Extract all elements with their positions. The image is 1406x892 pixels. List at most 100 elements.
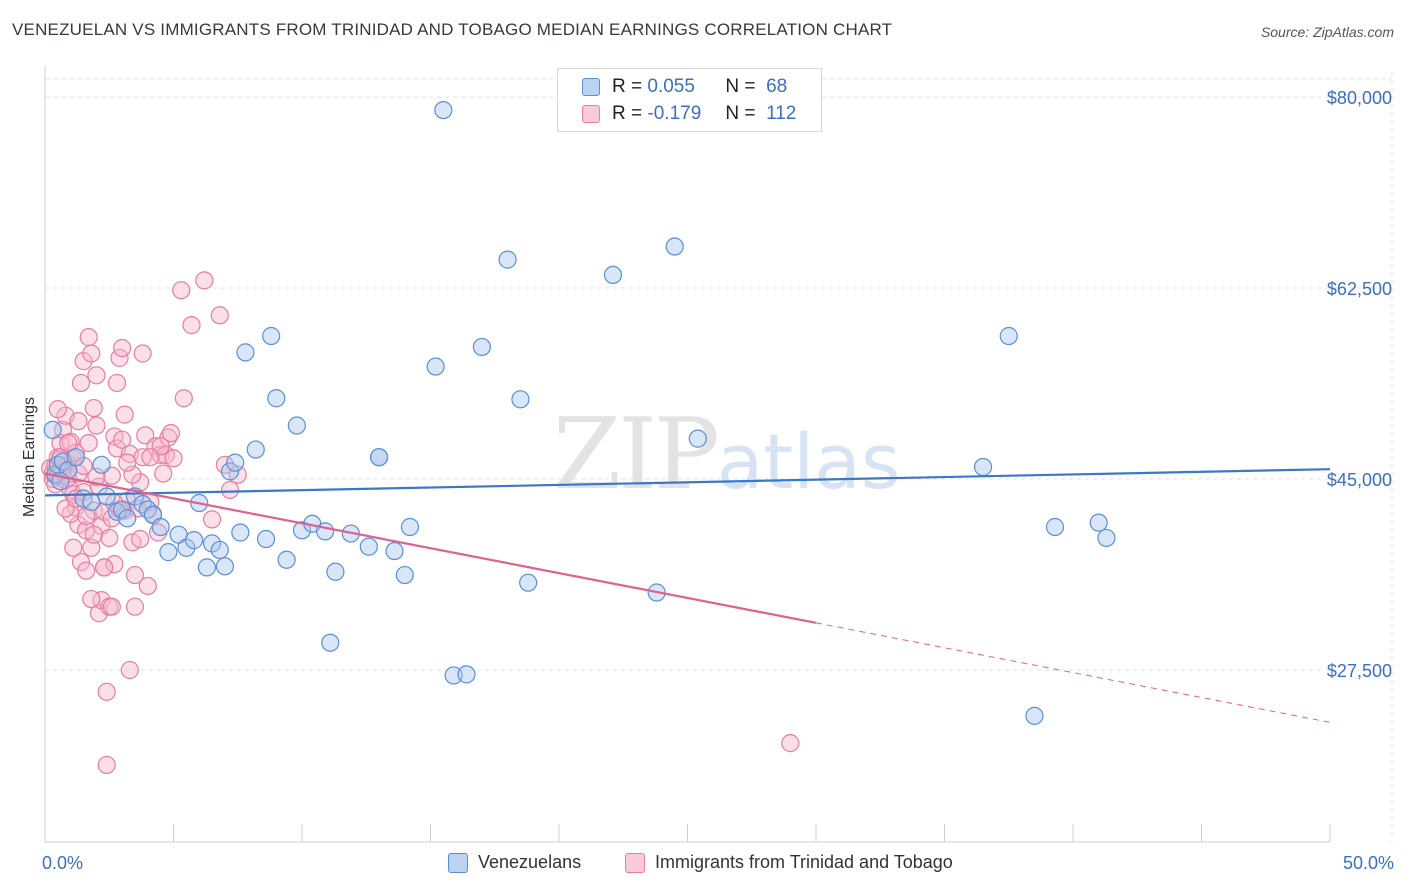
venezuelan-point [444, 666, 463, 685]
venezuelan-point [498, 250, 517, 269]
venezuelan-point [665, 237, 684, 256]
trinidad-point [79, 433, 98, 453]
trinidad-point [79, 328, 98, 347]
trinidad-point [107, 373, 127, 393]
bottom-legend-swatch-pink [625, 852, 645, 873]
trinidad-point [59, 433, 78, 453]
venezuelan-point [215, 557, 234, 576]
venezuelan-point [426, 357, 445, 376]
legend-n-value: 68 [766, 76, 788, 97]
trinidad-point [125, 565, 145, 585]
trinidad-point [161, 424, 181, 443]
y-tick-label: $80,000 [1327, 88, 1392, 108]
bottom-legend-venezuelans: Venezuelans [448, 852, 581, 873]
venezuelan-point [43, 420, 62, 439]
trinidad-point [84, 525, 103, 544]
venezuelan-point [688, 429, 707, 448]
watermark-zip: ZIP [553, 398, 720, 512]
venezuelan-point [1025, 706, 1044, 725]
trinidad-point [64, 538, 83, 557]
source-label: Source: ZipAtlas.com [1260, 24, 1394, 40]
venezuelan-point [197, 558, 217, 577]
points [41, 100, 1116, 775]
trend-lines [44, 468, 1331, 723]
venezuelan-point [359, 537, 378, 556]
trinidad-point [84, 398, 103, 418]
trinidad-point [118, 453, 137, 472]
venezuelan-point [92, 455, 111, 474]
legend-n-value: 112 [766, 103, 797, 124]
legend-swatch-pink [582, 105, 600, 123]
venezuelan-point [1097, 528, 1116, 548]
trinidad-point [102, 597, 121, 616]
trinidad-point [781, 734, 800, 753]
trinidad-point [87, 366, 106, 385]
legend-row-trinidad: R = -0.179 N = 112 [582, 101, 796, 127]
trinidad-point [164, 449, 183, 468]
venezuelan-point [1045, 517, 1065, 537]
venezuelan-point [151, 517, 170, 537]
trinidad-point [82, 344, 101, 363]
trinidad-point [174, 389, 193, 408]
venezuelan-point [316, 522, 335, 541]
trinidad-point [202, 510, 222, 529]
legend-r-label: R = [612, 103, 643, 124]
venezuelan-point [321, 633, 340, 652]
trinidad-point [141, 448, 160, 467]
axis-labels: $27,500 $45,000 $62,500 $80,000 0.0% 50.0% Med… [21, 88, 1394, 873]
legend-r-label: R = [612, 76, 643, 97]
venezuelan-point [262, 326, 281, 346]
venezuelan-point [434, 100, 453, 120]
venezuelan-point [519, 573, 538, 592]
trinidad-point [71, 552, 91, 572]
trinidad-point [154, 464, 173, 483]
trinidad-point [105, 555, 124, 574]
chart-title: VENEZUELAN VS IMMIGRANTS FROM TRINIDAD A… [12, 20, 893, 39]
trinidad-point [77, 561, 96, 580]
grid [45, 72, 1393, 842]
x-tick-label: 0.0% [42, 853, 83, 873]
trinidad-point [97, 682, 116, 701]
trinidad-point [115, 405, 134, 424]
trinidad-point [120, 660, 139, 680]
venezuelan-trend-line [44, 468, 1331, 497]
trinidad-point [130, 529, 150, 549]
trinidad-point [182, 316, 201, 335]
axes [44, 66, 1331, 843]
bottom-legend-trinidad: Immigrants from Trinidad and Tobago [625, 852, 953, 873]
y-axis-title: Median Earnings [21, 397, 38, 517]
legend-swatch-blue [582, 78, 600, 96]
venezuelan-point [287, 416, 306, 435]
venezuelan-point [177, 538, 196, 557]
venezuelan-point [267, 389, 286, 408]
trinidad-point [125, 597, 145, 616]
venezuelan-point [1089, 513, 1108, 532]
trinidad-point [97, 755, 116, 775]
venezuelan-point [326, 562, 345, 581]
trinidad-point [112, 338, 132, 358]
venezuelan-point [973, 457, 993, 477]
trinidad-point [69, 412, 88, 431]
venezuelan-point [184, 531, 204, 550]
legend-r-value: 0.055 [647, 76, 695, 97]
legend-r-value: -0.179 [647, 103, 702, 124]
trinidad-point [48, 400, 67, 419]
trinidad-point [77, 507, 96, 526]
trinidad-point [130, 473, 150, 492]
trinidad-point [172, 281, 191, 300]
venezuelan-point [400, 517, 420, 537]
trinidad-point [100, 528, 119, 548]
venezuelan-point [277, 550, 296, 569]
trinidad-point [71, 373, 91, 393]
venezuelan-point [159, 543, 178, 562]
venezuelan-point [256, 529, 276, 549]
watermark-atlas: atlas [716, 417, 901, 506]
trinidad-point [123, 465, 142, 484]
bottom-legend-label: Immigrants from Trinidad and Tobago [655, 852, 953, 872]
venezuelan-point [457, 665, 476, 684]
venezuelan-point [112, 500, 132, 519]
venezuelan-point [999, 326, 1018, 346]
trinidad-point [138, 576, 157, 596]
bottom-legend-swatch-blue [448, 852, 468, 873]
